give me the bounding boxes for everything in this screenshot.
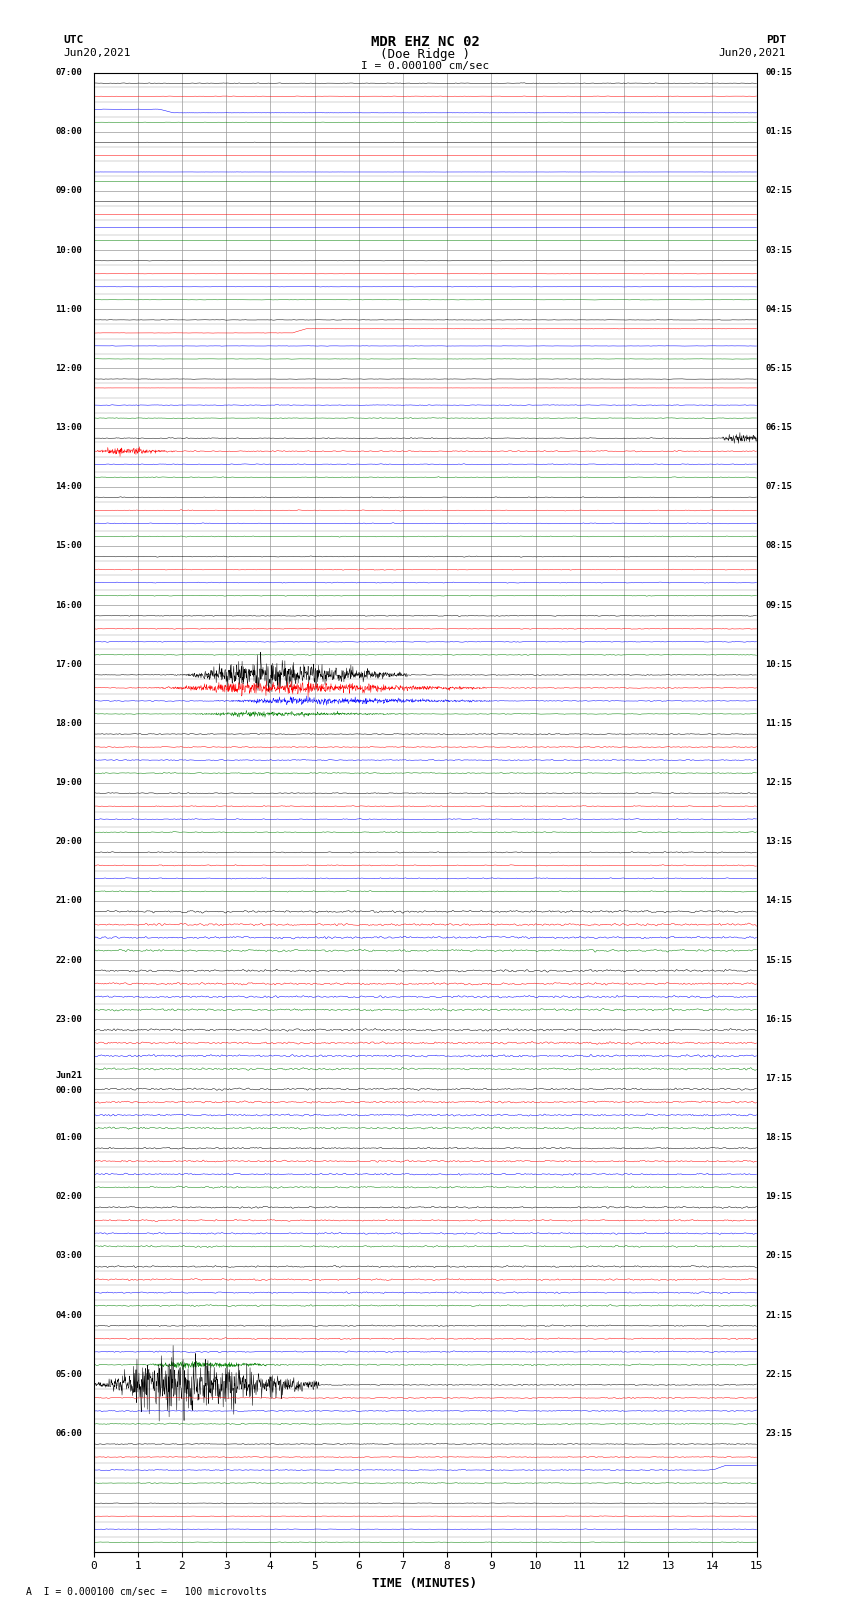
Text: 13:00: 13:00	[55, 423, 82, 432]
Text: UTC: UTC	[64, 35, 84, 45]
Text: 08:15: 08:15	[765, 542, 792, 550]
Text: 19:00: 19:00	[55, 777, 82, 787]
Text: 14:00: 14:00	[55, 482, 82, 492]
Text: (Doe Ridge ): (Doe Ridge )	[380, 48, 470, 61]
Text: 17:00: 17:00	[55, 660, 82, 669]
Text: 05:15: 05:15	[765, 365, 792, 373]
Text: 02:15: 02:15	[765, 187, 792, 195]
Text: 11:15: 11:15	[765, 719, 792, 727]
Text: 19:15: 19:15	[765, 1192, 792, 1202]
Text: 12:15: 12:15	[765, 777, 792, 787]
Text: 22:00: 22:00	[55, 955, 82, 965]
Text: Jun20,2021: Jun20,2021	[64, 48, 131, 58]
Text: 08:00: 08:00	[55, 127, 82, 135]
Text: 07:15: 07:15	[765, 482, 792, 492]
Text: 18:15: 18:15	[765, 1132, 792, 1142]
Text: 04:15: 04:15	[765, 305, 792, 315]
Text: 01:00: 01:00	[55, 1132, 82, 1142]
X-axis label: TIME (MINUTES): TIME (MINUTES)	[372, 1578, 478, 1590]
Text: Jun21: Jun21	[55, 1071, 82, 1081]
Text: 03:15: 03:15	[765, 245, 792, 255]
Text: 04:00: 04:00	[55, 1310, 82, 1319]
Text: 03:00: 03:00	[55, 1252, 82, 1260]
Text: 12:00: 12:00	[55, 365, 82, 373]
Text: 06:15: 06:15	[765, 423, 792, 432]
Text: 01:15: 01:15	[765, 127, 792, 135]
Text: 16:15: 16:15	[765, 1015, 792, 1024]
Text: 23:00: 23:00	[55, 1015, 82, 1024]
Text: 21:15: 21:15	[765, 1310, 792, 1319]
Text: 06:00: 06:00	[55, 1429, 82, 1437]
Text: 00:00: 00:00	[55, 1086, 82, 1095]
Text: 22:15: 22:15	[765, 1369, 792, 1379]
Text: I = 0.000100 cm/sec: I = 0.000100 cm/sec	[361, 61, 489, 71]
Text: 00:15: 00:15	[765, 68, 792, 77]
Text: 18:00: 18:00	[55, 719, 82, 727]
Text: 02:00: 02:00	[55, 1192, 82, 1202]
Text: 15:00: 15:00	[55, 542, 82, 550]
Text: 14:15: 14:15	[765, 897, 792, 905]
Text: 20:00: 20:00	[55, 837, 82, 847]
Text: Jun20,2021: Jun20,2021	[719, 48, 786, 58]
Text: PDT: PDT	[766, 35, 786, 45]
Text: 23:15: 23:15	[765, 1429, 792, 1437]
Text: 21:00: 21:00	[55, 897, 82, 905]
Text: 10:00: 10:00	[55, 245, 82, 255]
Text: A  I = 0.000100 cm/sec =   100 microvolts: A I = 0.000100 cm/sec = 100 microvolts	[26, 1587, 266, 1597]
Text: MDR EHZ NC 02: MDR EHZ NC 02	[371, 35, 479, 50]
Text: 17:15: 17:15	[765, 1074, 792, 1082]
Text: 09:00: 09:00	[55, 187, 82, 195]
Text: 09:15: 09:15	[765, 600, 792, 610]
Text: 10:15: 10:15	[765, 660, 792, 669]
Text: 13:15: 13:15	[765, 837, 792, 847]
Text: 20:15: 20:15	[765, 1252, 792, 1260]
Text: 11:00: 11:00	[55, 305, 82, 315]
Text: 16:00: 16:00	[55, 600, 82, 610]
Text: 07:00: 07:00	[55, 68, 82, 77]
Text: 05:00: 05:00	[55, 1369, 82, 1379]
Text: 15:15: 15:15	[765, 955, 792, 965]
